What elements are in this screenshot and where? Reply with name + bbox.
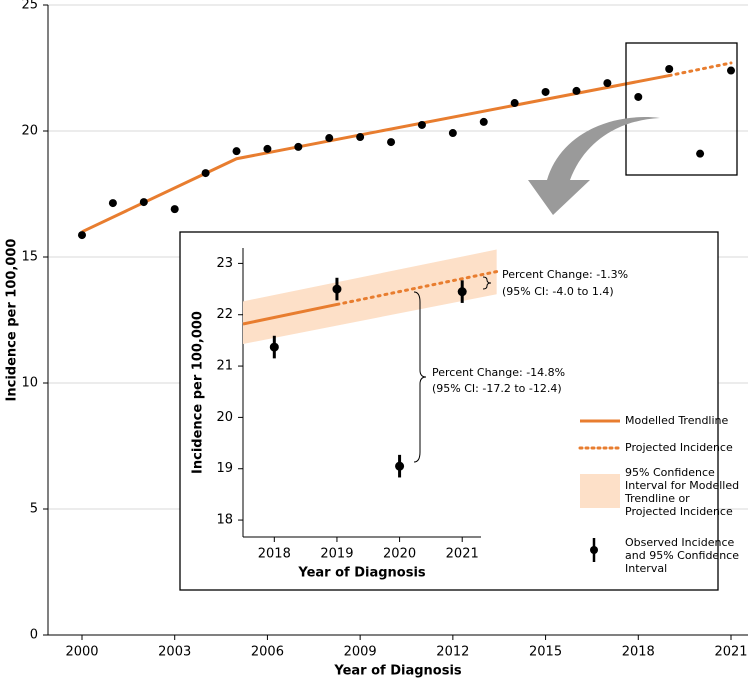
point — [108, 199, 117, 208]
y-tick-label: 20 — [21, 124, 38, 139]
x-tick-label: 2009 — [344, 645, 377, 660]
point — [77, 231, 86, 240]
annotation: Percent Change: -1.3% — [502, 268, 628, 281]
point — [170, 205, 179, 214]
point — [541, 87, 550, 96]
brace — [413, 291, 427, 463]
point — [294, 142, 303, 151]
point — [332, 284, 342, 294]
y-tick-label: 21 — [216, 359, 233, 374]
x-tick-label: 2020 — [383, 547, 416, 562]
x-tick-label: 2018 — [258, 547, 291, 562]
point — [387, 138, 396, 147]
point — [510, 99, 519, 108]
x-tick-label: 2000 — [65, 645, 98, 660]
brace — [482, 276, 492, 290]
point — [139, 198, 148, 207]
x-axis-label: Year of Diagnosis — [333, 664, 462, 679]
legend-label: Observed Incidence and 95% Confidence In… — [625, 536, 739, 575]
legend-label: Projected Incidence — [625, 441, 733, 454]
point — [356, 133, 365, 142]
point — [634, 92, 643, 101]
y-tick-label: 15 — [21, 250, 38, 265]
projected-line — [335, 270, 499, 306]
y-axis-label: Incidence per 100,000 — [191, 311, 206, 474]
projected-line — [667, 61, 733, 78]
y-tick-label: 5 — [30, 502, 38, 517]
x-tick-label: 2018 — [622, 645, 655, 660]
x-tick-label: 2012 — [436, 645, 469, 660]
ci-band — [243, 249, 497, 344]
legend-swatch — [590, 546, 598, 554]
point — [479, 117, 488, 126]
point — [232, 147, 241, 156]
point — [665, 65, 674, 74]
y-tick-label: 0 — [30, 628, 38, 643]
y-tick-label: 19 — [216, 461, 233, 476]
y-axis-label: Incidence per 100,000 — [5, 239, 20, 402]
zoom-arrow — [528, 117, 660, 215]
x-tick-label: 2006 — [251, 645, 284, 660]
y-tick-label: 23 — [216, 256, 233, 271]
x-axis-label: Year of Diagnosis — [297, 566, 426, 581]
y-tick-label: 22 — [216, 307, 233, 322]
point — [448, 129, 457, 138]
point — [457, 287, 467, 297]
x-tick-label: 2003 — [158, 645, 191, 660]
point — [269, 342, 279, 352]
point — [325, 134, 334, 143]
legend-label: Modelled Trendline — [625, 414, 729, 427]
point — [395, 461, 405, 471]
trend-line — [242, 302, 338, 326]
point — [417, 120, 426, 129]
x-tick-label: 2021 — [714, 645, 747, 660]
point — [696, 149, 705, 158]
trend-line — [81, 74, 670, 234]
annotation: Percent Change: -14.8% — [432, 366, 565, 379]
y-tick-label: 10 — [21, 376, 38, 391]
annotation: (95% CI: -4.0 to 1.4) — [502, 285, 614, 298]
zoom-box — [625, 42, 738, 176]
x-tick-label: 2019 — [320, 547, 353, 562]
point — [263, 144, 272, 153]
y-tick-label: 18 — [216, 513, 233, 528]
point — [603, 79, 612, 88]
point — [572, 86, 581, 95]
x-tick-label: 2021 — [446, 547, 479, 562]
legend-label: 95% Confidence Interval for Modelled Tre… — [625, 466, 740, 518]
point — [201, 169, 210, 178]
x-tick-label: 2015 — [529, 645, 562, 660]
annotation: (95% CI: -17.2 to -12.4) — [432, 382, 562, 395]
y-tick-label: 25 — [21, 0, 38, 13]
y-tick-label: 20 — [216, 410, 233, 425]
point — [727, 66, 736, 75]
legend-swatch — [580, 474, 620, 508]
